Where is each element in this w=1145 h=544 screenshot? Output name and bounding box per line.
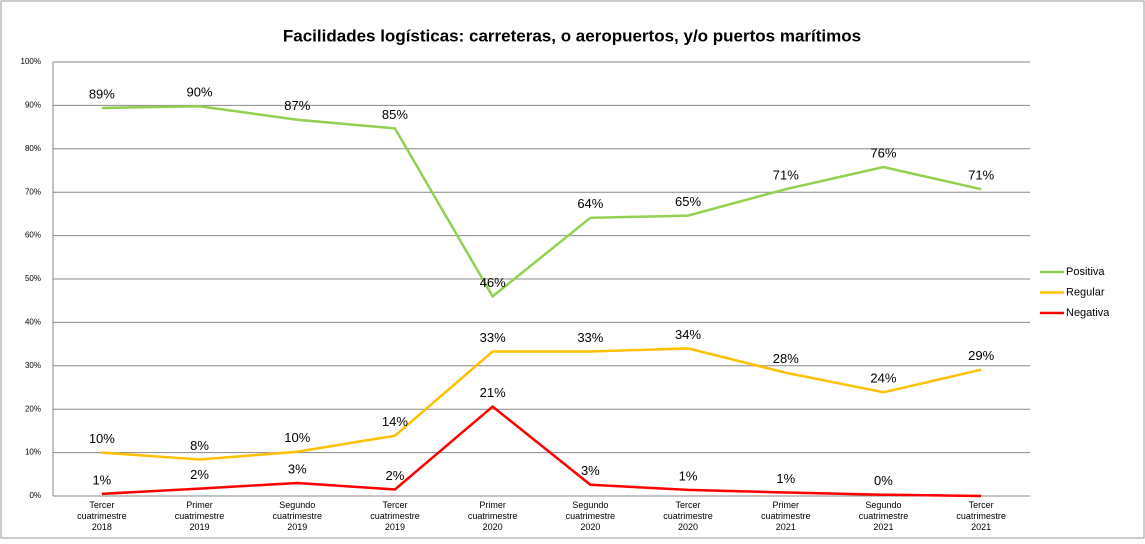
- data-label: 2%: [386, 468, 405, 483]
- data-label: 33%: [480, 330, 506, 345]
- x-tick-label: Primer cuatrimestre 2020: [468, 500, 518, 532]
- data-label: 8%: [190, 438, 209, 453]
- y-tick-label: 40%: [25, 318, 41, 327]
- series-line: [101, 105, 982, 299]
- data-label: 46%: [480, 275, 506, 290]
- data-label: 76%: [870, 145, 896, 160]
- x-tick-label: Tercer cuatrimestre 2018: [77, 500, 127, 532]
- data-label: 28%: [773, 351, 799, 366]
- data-label: 10%: [89, 431, 115, 446]
- data-label: 1%: [679, 468, 698, 483]
- legend-label: Regular: [1066, 286, 1105, 298]
- data-label: 14%: [382, 414, 408, 429]
- data-label: 1%: [776, 471, 795, 486]
- y-tick-label: 70%: [25, 187, 41, 196]
- data-label: 89%: [89, 86, 115, 101]
- x-tick-label: Segundo cuatrimestre 2020: [566, 500, 616, 532]
- legend-label: Positiva: [1066, 266, 1105, 278]
- y-tick-label: 90%: [25, 101, 41, 110]
- data-label: 87%: [284, 98, 310, 113]
- x-tick-label: Segundo cuatrimestre 2019: [272, 500, 322, 532]
- data-label: 29%: [968, 348, 994, 363]
- data-label: 71%: [968, 168, 994, 183]
- legend-label: Negativa: [1066, 307, 1110, 319]
- data-label: 3%: [581, 463, 600, 478]
- data-label: 90%: [187, 85, 213, 100]
- data-label: 64%: [577, 196, 603, 211]
- x-tick-label: Tercer cuatrimestre 2020: [663, 500, 713, 532]
- data-label: 21%: [480, 385, 506, 400]
- x-tick-label: Tercer cuatrimestre 2019: [370, 500, 420, 532]
- y-tick-label: 20%: [25, 404, 41, 413]
- x-tick-label: Primer cuatrimestre 2021: [761, 500, 811, 532]
- data-label: 71%: [773, 168, 799, 183]
- y-tick-label: 10%: [25, 448, 41, 457]
- data-label: 1%: [92, 472, 111, 487]
- y-tick-label: 0%: [29, 491, 41, 500]
- data-label: 65%: [675, 194, 701, 209]
- y-tick-label: 100%: [21, 57, 41, 66]
- data-label: 0%: [874, 473, 893, 488]
- data-label: 2%: [190, 467, 209, 482]
- data-label: 33%: [577, 330, 603, 345]
- data-label: 24%: [870, 371, 896, 386]
- data-label: 3%: [288, 461, 307, 476]
- data-label: 10%: [284, 430, 310, 445]
- data-label: 34%: [675, 327, 701, 342]
- x-tick-label: Primer cuatrimestre 2019: [175, 500, 225, 532]
- series-line: [101, 404, 982, 498]
- y-tick-label: 60%: [25, 231, 41, 240]
- y-tick-label: 30%: [25, 361, 41, 370]
- series-line: [101, 347, 982, 461]
- y-tick-label: 50%: [25, 274, 41, 283]
- x-tick-label: Tercer cuatrimestre 2021: [956, 500, 1006, 532]
- data-label: 85%: [382, 107, 408, 122]
- chart-title: Facilidades logísticas: carreteras, o ae…: [283, 26, 861, 45]
- x-tick-label: Segundo cuatrimestre 2021: [859, 500, 909, 532]
- y-tick-label: 80%: [25, 144, 41, 153]
